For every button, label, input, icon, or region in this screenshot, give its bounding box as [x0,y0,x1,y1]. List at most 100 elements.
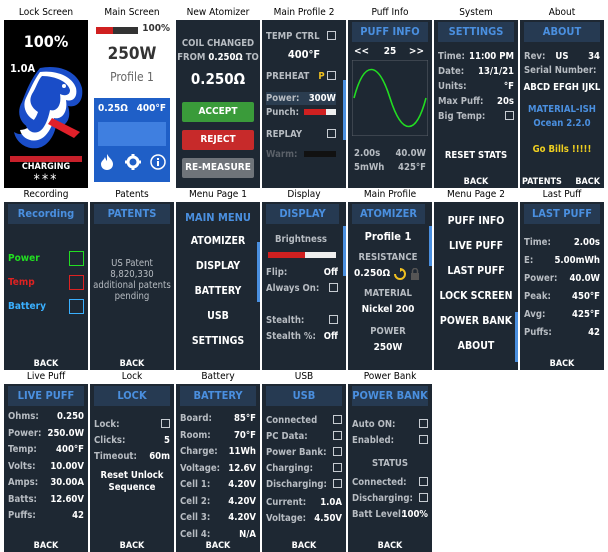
recording-screen[interactable]: Recording Power Temp Battery BACK [4,202,88,370]
lock-screen-settings[interactable]: LOCK Lock: Clicks: 5 Timeout: 60m Reset Un… [90,384,174,552]
patents-button[interactable]: PATENTS [522,177,562,187]
status-checkbox [333,463,342,472]
preheat-checkbox[interactable] [327,71,336,80]
system-screen[interactable]: SETTINGS Time: 11:00 PM Date: 13/1/21 Unit… [434,20,518,188]
warm-slider[interactable] [304,151,336,157]
punch-row[interactable]: Punch: [266,106,336,119]
menu-item-about[interactable]: ABOUT [457,340,495,352]
enabled-checkbox[interactable] [419,435,428,444]
power-bank-screen[interactable]: POWER BANK Auto ON: Enabled: STATUS Conn… [348,384,432,552]
reset-stats-button[interactable]: RESET STATS [444,150,508,161]
stealth-checkbox[interactable] [329,315,338,324]
recording-checkbox[interactable] [69,251,84,266]
replay-checkbox[interactable] [327,129,336,138]
reject-button[interactable]: REJECT [182,130,254,150]
back-button[interactable]: BACK [33,541,59,551]
preheat-mark: P [318,71,325,82]
menu-item-settings[interactable]: SETTINGS [191,335,245,347]
always-on-row[interactable]: Always On: [266,282,338,295]
power-row[interactable]: Power: 300W [266,92,336,105]
caption: Puff Info [371,7,409,18]
next-button[interactable]: >> [408,46,424,57]
stealth-row[interactable]: Stealth: [266,314,338,327]
battery-screen[interactable]: BATTERY Board: 85°F Room: 70°F Charge: 11Wh Vo… [176,384,260,552]
patents-screen[interactable]: PATENTS US Patent 8,820,330 additional p… [90,202,174,370]
back-button[interactable]: BACK [119,359,145,369]
always-on-checkbox[interactable] [329,283,338,292]
warm-row[interactable]: Warm: [266,148,336,161]
big-temp-checkbox[interactable] [505,111,514,120]
back-button[interactable]: BACK [575,177,600,187]
enabled-row[interactable]: Enabled: [352,434,428,447]
scrollbar[interactable] [429,226,432,266]
recording-item[interactable]: Battery [8,299,84,314]
lock-checkbox[interactable] [161,419,170,428]
remeasure-button[interactable]: RE-MEASURE [182,158,254,178]
settings-row[interactable]: Big Temp: [438,110,514,123]
recording-checkbox[interactable] [69,299,84,314]
back-button[interactable]: BACK [33,359,59,369]
preheat-row[interactable]: PREHEAT P [266,70,336,83]
menu-page1-screen[interactable]: MAIN MENU ATOMIZER DISPLAY BATTERY USB S… [176,202,260,370]
settings-row[interactable]: Max Puff: 20s [438,96,514,107]
info-icon[interactable] [150,154,166,170]
flip-row[interactable]: Flip: Off [266,267,338,278]
auto-on-checkbox[interactable] [419,419,428,428]
auto-on-row[interactable]: Auto ON: [352,418,428,431]
accept-button[interactable]: ACCEPT [182,102,254,122]
back-button[interactable]: BACK [205,541,231,551]
menu-item-power-bank[interactable]: POWER BANK [439,315,513,327]
usb-screen[interactable]: USB Connected PC Data: Power Bank: Charging… [262,384,346,552]
live-puff-screen[interactable]: LIVE PUFF Ohms: 0.250 Power: 250.0W Temp: 400… [4,384,88,552]
scrollbar[interactable] [343,226,346,276]
menu-item-live-puff[interactable]: LIVE PUFF [448,240,504,252]
scrollbar[interactable] [257,242,260,302]
scrollbar[interactable] [343,80,346,140]
refresh-icon[interactable] [394,268,406,280]
clicks-row[interactable]: Clicks: 5 [94,435,170,446]
menu-item-atomizer[interactable]: ATOMIZER [190,235,246,247]
temp-ctrl-row[interactable]: TEMP CTRL [266,30,336,43]
lock-row[interactable]: Lock: [94,418,170,431]
about-screen[interactable]: ABOUT Rev: US 34 Serial Number: ABCD EFGH … [520,20,604,188]
reset-unlock-button[interactable]: Reset Unlock Sequence [100,470,164,493]
temp-ctrl-checkbox[interactable] [327,31,336,40]
brightness-slider[interactable] [268,252,336,258]
menu-item-puff-info[interactable]: PUFF INFO [447,215,505,227]
recording-item[interactable]: Power [8,251,84,266]
puff-info-screen[interactable]: PUFF INFO << 25 >> 2.00s 40.0W 5mWh 425°… [348,20,432,188]
stealth-pct-row[interactable]: Stealth %: Off [266,331,338,342]
punch-slider[interactable] [304,109,336,115]
back-button[interactable]: BACK [549,359,575,369]
gear-icon[interactable] [125,154,141,170]
replay-row[interactable]: REPLAY [266,128,336,141]
timeout-row[interactable]: Timeout: 60m [94,451,170,462]
scrollbar[interactable] [515,312,518,362]
display-screen[interactable]: DISPLAY Brightness Flip: Off Always On: S… [262,202,346,370]
settings-row[interactable]: Date: 13/1/21 [438,66,514,77]
new-atomizer-screen[interactable]: COIL CHANGED FROM 0.250Ω TO 0.250Ω ACCEP… [176,20,260,188]
lock-icon[interactable] [410,268,420,280]
settings-row[interactable]: Time: 11:00 PM [438,51,514,62]
menu-item-battery[interactable]: BATTERY [194,285,242,297]
main-screen[interactable]: 100% 250W Profile 1 0.25Ω 400°F [90,20,174,188]
back-button[interactable]: BACK [119,541,145,551]
last-puff-screen[interactable]: LAST PUFF Time: 2.00s E: 5.00mWh Power: 40.0W… [520,202,604,370]
back-button[interactable]: BACK [291,541,317,551]
menu-item-lock-screen[interactable]: LOCK SCREEN [439,290,513,302]
prev-button[interactable]: << [354,46,370,57]
back-button[interactable]: BACK [377,541,403,551]
main-profile-screen[interactable]: ATOMIZER Profile 1 RESISTANCE 0.250Ω MAT… [348,202,432,370]
menu-page2-screen[interactable]: PUFF INFO LIVE PUFF LAST PUFF LOCK SCREE… [434,202,518,370]
lock-screen[interactable]: 100% 1.0A CHARGING *** [4,20,88,188]
main-profile2-screen[interactable]: TEMP CTRL 400°F PREHEAT P Power: 300W Pun… [262,20,346,188]
recording-item[interactable]: Temp [8,275,84,290]
menu-item-usb[interactable]: USB [207,310,229,322]
flame-icon[interactable] [100,154,114,170]
recording-checkbox[interactable] [69,275,84,290]
back-button[interactable]: BACK [463,177,489,187]
menu-item-display[interactable]: DISPLAY [195,260,241,272]
settings-row[interactable]: Units: °F [438,81,514,92]
menu-item-last-puff[interactable]: LAST PUFF [447,265,505,277]
puff-temp: 425°F [398,162,426,173]
